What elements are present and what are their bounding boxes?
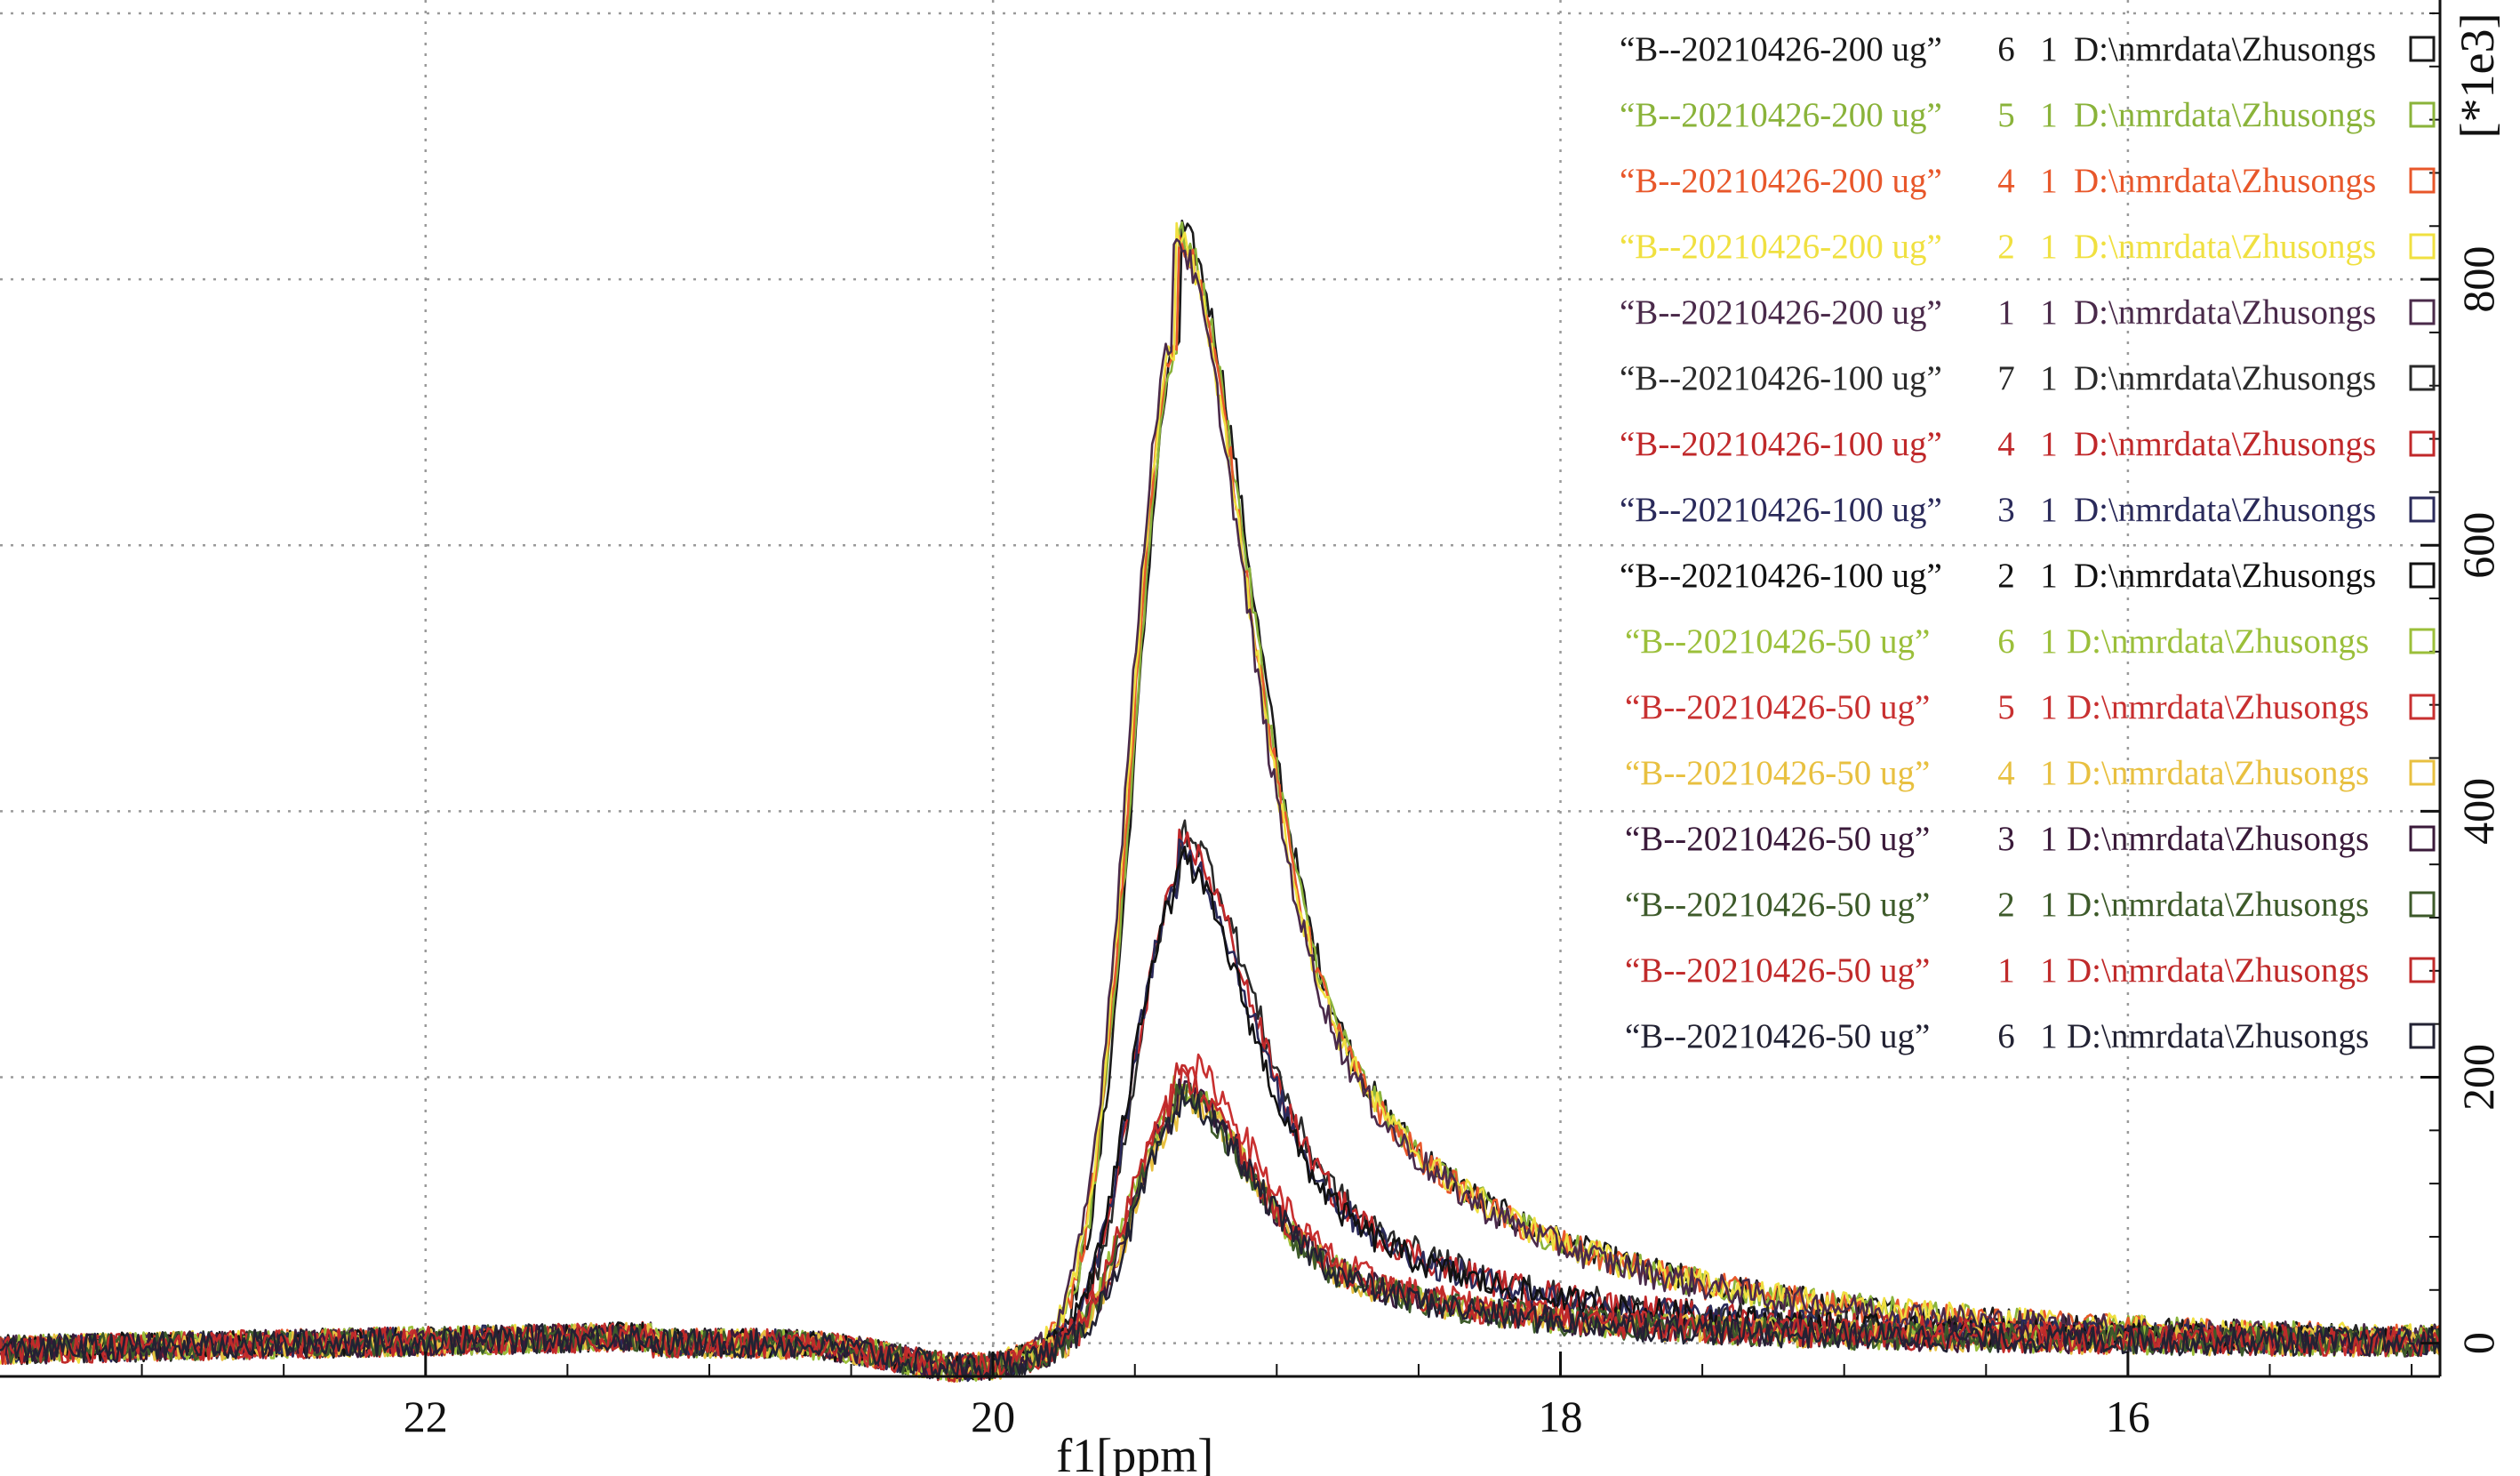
legend-expno: 3	[1997, 820, 2015, 858]
x-tick-label: 22	[404, 1392, 448, 1441]
legend-name: “B--20210426-200 ug”	[1620, 96, 1942, 134]
legend-swatch	[2409, 562, 2436, 589]
legend-procno: 1	[2040, 96, 2058, 134]
series-line	[0, 1085, 2442, 1384]
series-line	[0, 1088, 2442, 1380]
legend-swatch	[2409, 825, 2436, 852]
legend-path: D:\nmrdata\Zhusongs	[2067, 622, 2369, 661]
legend-expno: 3	[1997, 491, 2015, 529]
legend-name: “B--20210426-50 ug”	[1625, 1017, 1930, 1055]
legend-procno: 1	[2040, 491, 2058, 529]
legend-procno: 1	[2040, 162, 2058, 200]
legend-path: D:\nmrdata\Zhusongs	[2074, 30, 2376, 68]
legend-path: D:\nmrdata\Zhusongs	[2067, 820, 2369, 858]
legend-swatch	[2409, 891, 2436, 918]
legend-name: “B--20210426-100 ug”	[1620, 359, 1942, 397]
legend-path: D:\nmrdata\Zhusongs	[2074, 359, 2376, 397]
legend-path: D:\nmrdata\Zhusongs	[2074, 425, 2376, 463]
legend-swatch	[2409, 1023, 2436, 1049]
y-tick-label: 600	[2453, 512, 2503, 579]
x-tick-label: 18	[1539, 1392, 1583, 1441]
legend-procno: 1	[2040, 228, 2058, 266]
series-layer	[0, 220, 2442, 1384]
x-tick-label: 20	[971, 1392, 1015, 1441]
legend-name: “B--20210426-50 ug”	[1625, 688, 1930, 726]
legend-expno: 5	[1997, 96, 2015, 134]
legend-name: “B--20210426-100 ug”	[1620, 491, 1942, 529]
legend-swatch	[2409, 365, 2436, 391]
legend-procno: 1	[2040, 754, 2058, 792]
legend-name: “B--20210426-100 ug”	[1620, 425, 1942, 463]
legend-expno: 4	[1997, 754, 2015, 792]
legend-path: D:\nmrdata\Zhusongs	[2067, 1017, 2369, 1055]
legend-procno: 1	[2040, 30, 2058, 68]
legend-expno: 2	[1997, 557, 2015, 595]
legend-procno: 1	[2040, 1017, 2058, 1055]
legend-swatch	[2409, 299, 2436, 325]
y-tick-label: 800	[2453, 246, 2503, 313]
legend-path: D:\nmrdata\Zhusongs	[2074, 162, 2376, 200]
legend-expno: 1	[1997, 951, 2015, 990]
legend-swatch	[2409, 233, 2436, 260]
legend-name: “B--20210426-50 ug”	[1625, 951, 1930, 990]
legend-swatch	[2409, 167, 2436, 194]
y-axis-title: [*1e3]	[2451, 13, 2504, 139]
legend-expno: 7	[1997, 359, 2015, 397]
y-tick-label: 0	[2453, 1332, 2503, 1354]
legend-expno: 2	[1997, 228, 2015, 266]
legend-expno: 6	[1997, 622, 2015, 661]
legend-name: “B--20210426-100 ug”	[1620, 557, 1942, 595]
legend-path: D:\nmrdata\Zhusongs	[2067, 754, 2369, 792]
legend-swatch	[2409, 496, 2436, 523]
legend-swatch	[2409, 957, 2436, 983]
legend-name: “B--20210426-200 ug”	[1620, 162, 1942, 200]
legend-name: “B--20210426-200 ug”	[1620, 228, 1942, 266]
legend-path: D:\nmrdata\Zhusongs	[2074, 96, 2376, 134]
legend-procno: 1	[2040, 820, 2058, 858]
x-axis-title: f1[ppm]	[1056, 1429, 1213, 1476]
y-tick-label: 400	[2453, 778, 2503, 845]
legend-path: D:\nmrdata\Zhusongs	[2074, 557, 2376, 595]
legend-swatch	[2409, 430, 2436, 457]
legend-path: D:\nmrdata\Zhusongs	[2067, 951, 2369, 990]
legend-name: “B--20210426-50 ug”	[1625, 886, 1930, 924]
legend-expno: 4	[1997, 425, 2015, 463]
legend-path: D:\nmrdata\Zhusongs	[2074, 491, 2376, 529]
legend-swatch	[2409, 36, 2436, 62]
legend-expno: 4	[1997, 162, 2015, 200]
legend-name: “B--20210426-50 ug”	[1625, 622, 1930, 661]
legend-swatch	[2409, 694, 2436, 720]
legend-expno: 5	[1997, 688, 2015, 726]
legend-procno: 1	[2040, 293, 2058, 332]
legend-expno: 6	[1997, 1017, 2015, 1055]
legend-name: “B--20210426-50 ug”	[1625, 754, 1930, 792]
legend-procno: 1	[2040, 557, 2058, 595]
y-tick-label: 200	[2453, 1044, 2503, 1111]
legend-swatch	[2409, 628, 2436, 654]
legend-procno: 1	[2040, 886, 2058, 924]
legend-swatch	[2409, 759, 2436, 786]
legend-swatch	[2409, 101, 2436, 128]
legend-name: “B--20210426-200 ug”	[1620, 293, 1942, 332]
legend: “B--20210426-200 ug” 6 1 D:\nmrdata\Zhusong…	[1620, 30, 2436, 1055]
legend-procno: 1	[2040, 425, 2058, 463]
legend-procno: 1	[2040, 622, 2058, 661]
legend-path: D:\nmrdata\Zhusongs	[2067, 886, 2369, 924]
x-tick-label: 16	[2106, 1392, 2150, 1441]
legend-path: D:\nmrdata\Zhusongs	[2067, 688, 2369, 726]
legend-expno: 6	[1997, 30, 2015, 68]
legend-expno: 1	[1997, 293, 2015, 332]
legend-procno: 1	[2040, 359, 2058, 397]
legend-path: D:\nmrdata\Zhusongs	[2074, 228, 2376, 266]
legend-procno: 1	[2040, 951, 2058, 990]
legend-expno: 2	[1997, 886, 2015, 924]
legend-name: “B--20210426-200 ug”	[1620, 30, 1942, 68]
legend-procno: 1	[2040, 688, 2058, 726]
legend-path: D:\nmrdata\Zhusongs	[2074, 293, 2376, 332]
legend-name: “B--20210426-50 ug”	[1625, 820, 1930, 858]
